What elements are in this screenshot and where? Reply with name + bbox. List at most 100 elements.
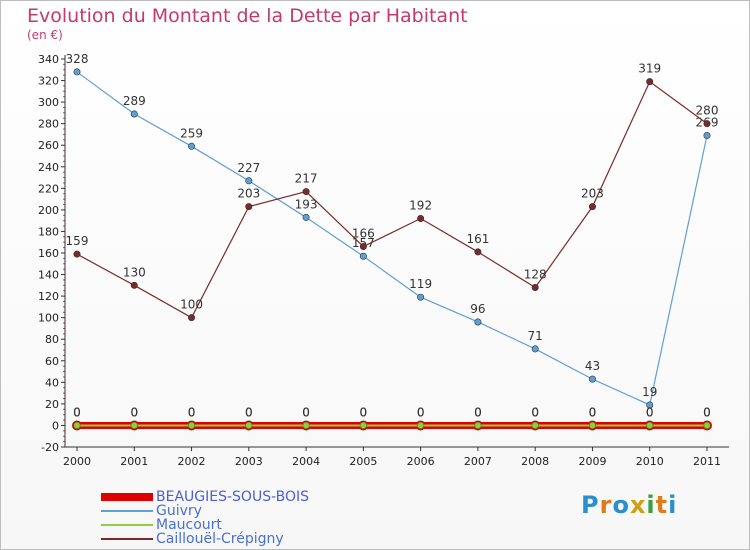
data-point (73, 421, 81, 430)
data-point (302, 213, 310, 221)
y-tick-label: 180 (38, 225, 59, 238)
data-label: 0 (531, 405, 539, 419)
data-point (646, 421, 654, 430)
proxiti-logo: Proxiti (581, 491, 678, 519)
data-label: 166 (352, 227, 375, 241)
legend-label: Caillouël-Crépigny (156, 531, 284, 547)
data-label: 0 (130, 405, 138, 419)
data-label: 217 (295, 172, 318, 186)
data-label: 0 (703, 405, 711, 419)
x-tick-label: 2006 (407, 455, 435, 468)
y-tick-label: 80 (45, 333, 59, 346)
data-label: 0 (646, 405, 654, 419)
x-tick-label: 2007 (464, 455, 492, 468)
data-label: 0 (188, 405, 196, 419)
data-label: 159 (66, 234, 89, 248)
data-label: 0 (474, 405, 482, 419)
data-label: 0 (245, 405, 253, 419)
y-tick-label: 320 (38, 75, 59, 88)
x-tick-label: 2004 (292, 455, 320, 468)
x-tick-label: 2005 (349, 455, 377, 468)
data-label: 0 (130, 405, 138, 419)
data-point (302, 188, 310, 196)
data-label: 71 (528, 329, 543, 343)
series-line (76, 71, 708, 406)
data-point (531, 283, 539, 291)
data-label: 192 (409, 199, 432, 213)
data-point (417, 215, 425, 223)
data-point (646, 401, 654, 409)
chart-subtitle: (en €) (27, 28, 63, 42)
data-label: 19 (642, 385, 657, 399)
data-label: 128 (524, 267, 547, 281)
data-label: 0 (646, 405, 654, 419)
data-label: 96 (470, 302, 485, 316)
data-label: 0 (589, 405, 597, 419)
data-label: 0 (360, 405, 368, 419)
x-tick-label: 2000 (63, 455, 91, 468)
x-tick-label: 2008 (521, 455, 549, 468)
legend-label: Guivry (156, 503, 202, 519)
data-label: 0 (417, 405, 425, 419)
data-point (73, 250, 81, 258)
data-label: 328 (66, 52, 89, 66)
y-tick-label: 140 (38, 269, 59, 282)
data-point (417, 421, 425, 430)
data-label: 161 (466, 232, 489, 246)
y-tick-label: 0 (52, 419, 59, 432)
data-label: 227 (237, 161, 260, 175)
data-label: 280 (696, 104, 719, 118)
data-point (703, 132, 711, 140)
data-label: 0 (703, 405, 711, 419)
legend-item: Guivry (101, 503, 202, 519)
data-point (188, 314, 196, 322)
y-tick-label: 120 (38, 290, 59, 303)
data-point (531, 345, 539, 353)
data-label: 0 (302, 405, 310, 419)
data-label: 0 (188, 405, 196, 419)
y-tick-label: 300 (38, 96, 59, 109)
data-point (474, 421, 482, 430)
data-point (646, 78, 654, 86)
legend-item: Maucourt (101, 517, 222, 533)
series-line (76, 80, 708, 319)
data-label: 0 (474, 405, 482, 419)
data-point (245, 421, 253, 430)
data-point (474, 248, 482, 256)
data-label: 0 (245, 405, 253, 419)
data-point (73, 68, 81, 76)
chart-title: Evolution du Montant de la Dette par Hab… (27, 5, 468, 27)
data-point (245, 177, 253, 185)
data-label: 289 (123, 94, 146, 108)
data-label: 0 (360, 405, 368, 419)
y-tick-label: 20 (45, 398, 59, 411)
data-point (474, 318, 482, 326)
x-tick-label: 2001 (120, 455, 148, 468)
y-tick-label: 340 (38, 53, 59, 66)
y-tick-label: 60 (45, 355, 59, 368)
legend-item: BEAUGIES-SOUS-BOIS (101, 489, 309, 505)
data-point (130, 281, 138, 289)
data-label: 119 (409, 277, 432, 291)
y-tick-label: 160 (38, 247, 59, 260)
y-tick-label: -20 (41, 441, 59, 454)
data-point (359, 421, 367, 430)
y-tick-label: 220 (38, 182, 59, 195)
data-point (588, 375, 596, 383)
data-label: 203 (581, 187, 604, 201)
data-point (188, 142, 196, 150)
data-label: 130 (123, 265, 146, 279)
legend-label: Maucourt (156, 517, 222, 533)
x-tick-label: 2003 (235, 455, 263, 468)
data-label: 319 (638, 62, 661, 76)
y-tick-label: 280 (38, 118, 59, 131)
data-point (130, 421, 138, 430)
legend-swatch (101, 538, 153, 540)
y-tick-label: 100 (38, 312, 59, 325)
x-tick-label: 2010 (636, 455, 664, 468)
data-label: 0 (73, 405, 81, 419)
legend-item: Caillouël-Crépigny (101, 531, 284, 547)
y-tick-label: 40 (45, 376, 59, 389)
data-point (703, 421, 711, 430)
